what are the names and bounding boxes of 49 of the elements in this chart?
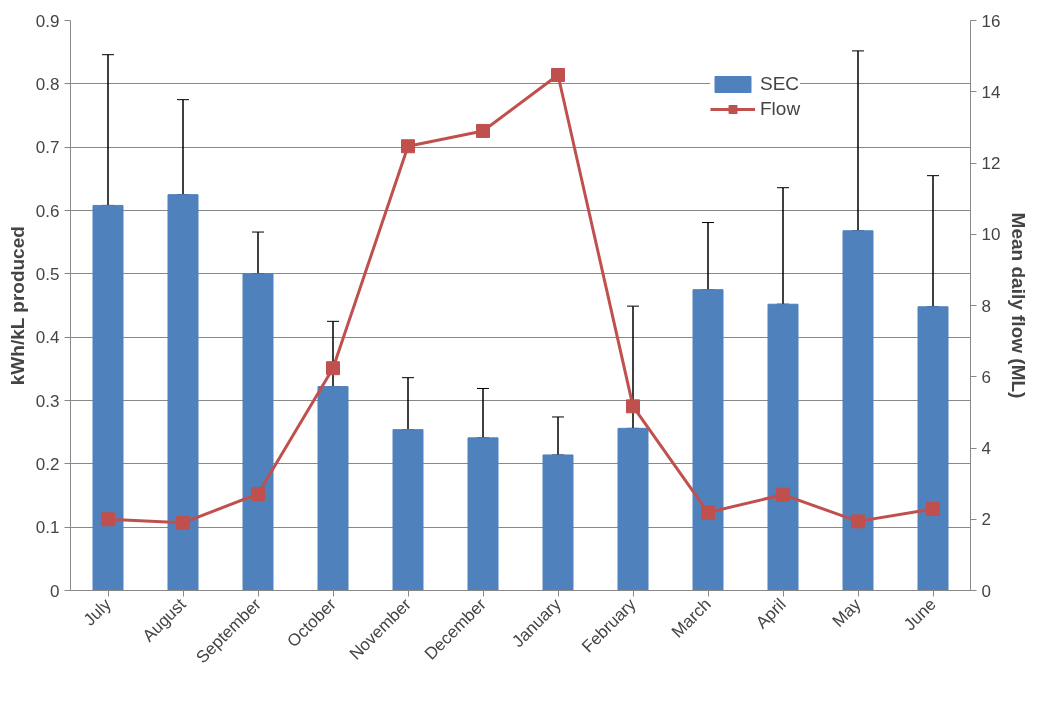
bar bbox=[617, 427, 649, 591]
bar bbox=[542, 454, 574, 591]
y-axis-title: kWh/kL produced bbox=[6, 226, 28, 386]
legend-label: SEC bbox=[760, 73, 800, 95]
y-tick-label: 0.2 bbox=[35, 454, 60, 474]
y2-tick-label: 16 bbox=[981, 11, 1001, 31]
y2-axis-title: Mean daily flow (ML) bbox=[1008, 212, 1030, 399]
point bbox=[926, 501, 940, 516]
y2-tick-label: 14 bbox=[981, 82, 1001, 102]
point bbox=[551, 68, 565, 83]
point bbox=[251, 486, 265, 501]
bar bbox=[767, 303, 799, 591]
bar bbox=[692, 289, 724, 591]
point bbox=[701, 505, 715, 520]
y2-tick-label: 8 bbox=[981, 296, 991, 316]
bar bbox=[842, 230, 874, 591]
y-tick-label: 0 bbox=[50, 581, 60, 601]
y2-tick-label: 6 bbox=[981, 367, 991, 387]
bar bbox=[917, 306, 949, 591]
y-tick-label: 0.8 bbox=[35, 74, 60, 94]
y-tick-label: 0.5 bbox=[35, 264, 60, 284]
point bbox=[626, 399, 640, 414]
point bbox=[476, 123, 490, 138]
x-tick-label: July bbox=[79, 594, 116, 630]
point bbox=[401, 139, 415, 154]
bar bbox=[467, 437, 499, 591]
y2-tick-label: 10 bbox=[981, 225, 1001, 245]
point bbox=[101, 512, 115, 527]
bar bbox=[92, 204, 124, 591]
y2-tick-label: 0 bbox=[981, 581, 991, 601]
point bbox=[326, 361, 340, 376]
y-tick-label: 0.4 bbox=[35, 328, 60, 348]
y-tick-label: 0.1 bbox=[35, 518, 60, 538]
legend-label: Flow bbox=[760, 98, 801, 120]
bar bbox=[167, 194, 199, 591]
bar bbox=[392, 429, 424, 591]
y2-tick-label: 2 bbox=[981, 510, 991, 530]
point bbox=[776, 487, 790, 502]
y-tick-label: 0.9 bbox=[35, 11, 60, 31]
point bbox=[176, 515, 190, 530]
y2-tick-label: 12 bbox=[981, 154, 1001, 173]
bar bbox=[317, 386, 349, 591]
y-tick-label: 0.7 bbox=[35, 138, 60, 158]
x-tick-label: May bbox=[828, 594, 866, 631]
bar bbox=[242, 273, 274, 591]
y-tick-label: 0.3 bbox=[35, 391, 60, 411]
y2-tick-label: 4 bbox=[981, 439, 991, 458]
point bbox=[851, 514, 865, 529]
y-tick-label: 0.6 bbox=[35, 201, 60, 221]
